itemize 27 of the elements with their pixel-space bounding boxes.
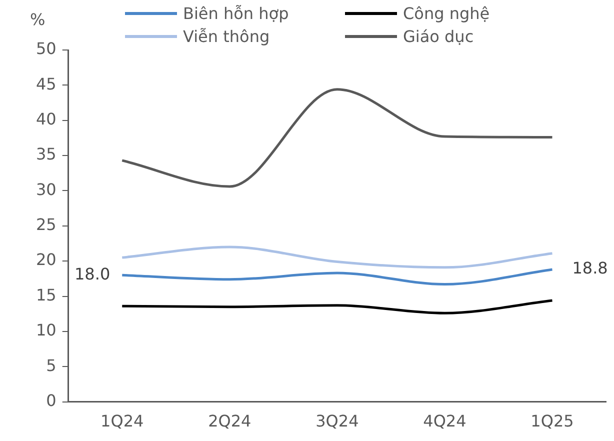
line-series bbox=[120, 268, 554, 286]
data-label: 18.0 bbox=[74, 264, 110, 284]
line-series bbox=[120, 299, 554, 314]
y-tick-label: 30 bbox=[36, 180, 56, 199]
line-series bbox=[120, 88, 554, 188]
line-series bbox=[120, 246, 554, 269]
y-tick-label: 15 bbox=[36, 285, 56, 304]
y-tick-label: 25 bbox=[36, 215, 56, 234]
legend-label: Viễn thông bbox=[183, 27, 270, 46]
y-tick-label: 45 bbox=[36, 74, 56, 94]
x-tick-label: 1Q24 bbox=[100, 412, 144, 431]
y-tick-label: 5 bbox=[46, 356, 56, 375]
legend-label: Biên hỗn hợp bbox=[183, 4, 289, 23]
y-tick-label: 40 bbox=[36, 110, 56, 129]
data-label: 18.8 bbox=[572, 258, 608, 278]
y-tick-label: 50 bbox=[36, 39, 56, 58]
y-tick-label: 35 bbox=[36, 144, 56, 164]
x-tick-label: 4Q24 bbox=[423, 412, 466, 431]
legend-label: Giáo dục bbox=[403, 27, 474, 46]
x-tick-label: 3Q24 bbox=[316, 412, 359, 431]
legend-label: Công nghệ bbox=[403, 4, 490, 23]
x-tick-label: 1Q25 bbox=[530, 412, 574, 431]
y-tick-label: 0 bbox=[46, 390, 56, 410]
y-tick-label: 10 bbox=[36, 320, 56, 340]
y-tick-label: 20 bbox=[36, 250, 56, 270]
x-tick-label: 2Q24 bbox=[208, 412, 252, 431]
y-axis-title: % bbox=[30, 10, 46, 29]
